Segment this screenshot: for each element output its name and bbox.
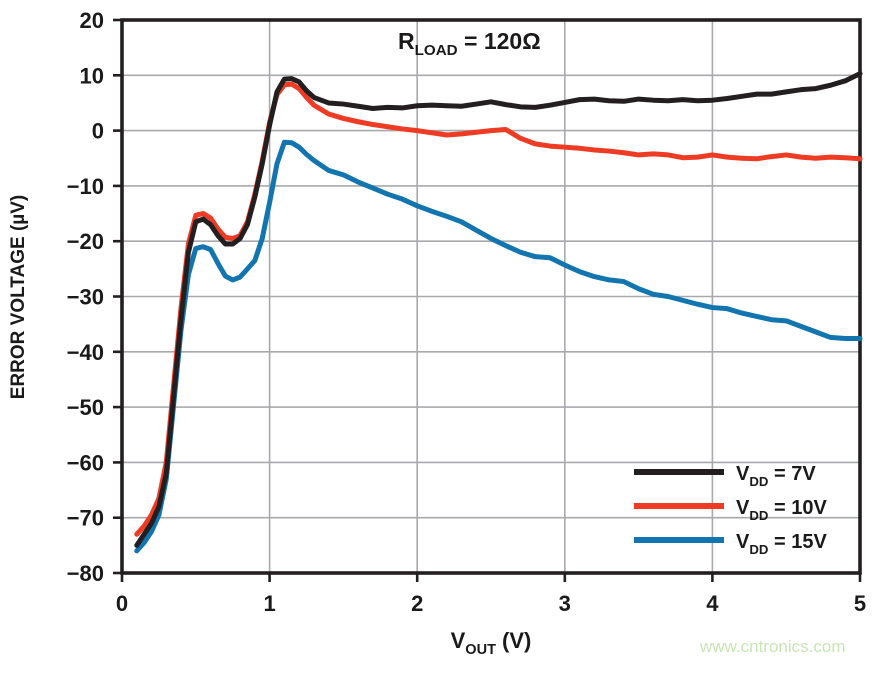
x-tick-label: 1 [263, 591, 275, 616]
x-tick-label: 3 [559, 591, 571, 616]
x-tick-label: 5 [854, 591, 866, 616]
y-axis-tick-labels: 20 10 0 −10 −20 −30 −40 −50 −60 −70 −80 [67, 8, 104, 586]
x-tick-label: 4 [706, 591, 719, 616]
legend-label-main: V [736, 463, 750, 485]
rload-annotation-main: R [398, 28, 415, 54]
y-tick-label: −20 [67, 229, 104, 254]
rload-annotation-rest: = 120Ω [458, 28, 541, 54]
x-tick-label: 0 [116, 591, 128, 616]
x-axis-tickmarks [120, 573, 862, 582]
x-axis-title: VOUT (V) [451, 628, 532, 658]
series-line-vdd-15v [134, 139, 863, 554]
legend-label-main: V [736, 497, 750, 519]
legend-label-rest: = 10V [768, 497, 827, 519]
y-tick-label: −60 [67, 450, 104, 475]
legend-label-subscript: DD [749, 508, 768, 523]
legend-item: VDD = 7V [634, 463, 816, 489]
legend-label-rest: = 7V [768, 463, 816, 485]
y-tick-label: −30 [67, 285, 104, 310]
y-tick-label: −70 [67, 506, 104, 531]
y-tick-label: 10 [80, 63, 104, 88]
vertical-gridlines [268, 20, 714, 573]
rload-annotation-subscript: LOAD [415, 42, 458, 59]
series-line-vdd-10v [134, 81, 863, 537]
x-axis-title-subscript: OUT [465, 642, 496, 658]
legend-label-rest: = 15V [768, 531, 827, 553]
x-axis-title-main: V [451, 628, 466, 653]
legend-label-main: V [736, 531, 750, 553]
legend-label: VDD = 10V [736, 497, 827, 523]
y-tick-label: 0 [92, 119, 104, 144]
legend-label: VDD = 7V [736, 463, 816, 489]
x-axis-tick-labels: 0 1 2 3 4 5 [116, 591, 866, 616]
legend-item: VDD = 15V [634, 531, 827, 557]
series-line-vdd-7v [134, 71, 863, 548]
y-tick-label: 20 [80, 8, 104, 33]
y-tick-label: −10 [67, 174, 104, 199]
legend-label-subscript: DD [749, 474, 768, 489]
legend-label: VDD = 15V [736, 531, 827, 557]
y-tick-label: −80 [67, 561, 104, 586]
y-tick-label: −40 [67, 340, 104, 365]
data-series-group [134, 71, 863, 554]
x-tick-label: 2 [411, 591, 423, 616]
y-axis-tickmarks [113, 18, 122, 575]
y-axis-title: ERROR VOLTAGE (µV) [8, 195, 29, 399]
legend-label-subscript: DD [749, 542, 768, 557]
watermark: www.cntronics.com [699, 637, 845, 656]
rload-annotation: RLOAD = 120Ω [398, 28, 541, 59]
x-axis-title-unit: (V) [496, 628, 531, 653]
legend-item: VDD = 10V [634, 497, 827, 523]
y-tick-label: −50 [67, 395, 104, 420]
